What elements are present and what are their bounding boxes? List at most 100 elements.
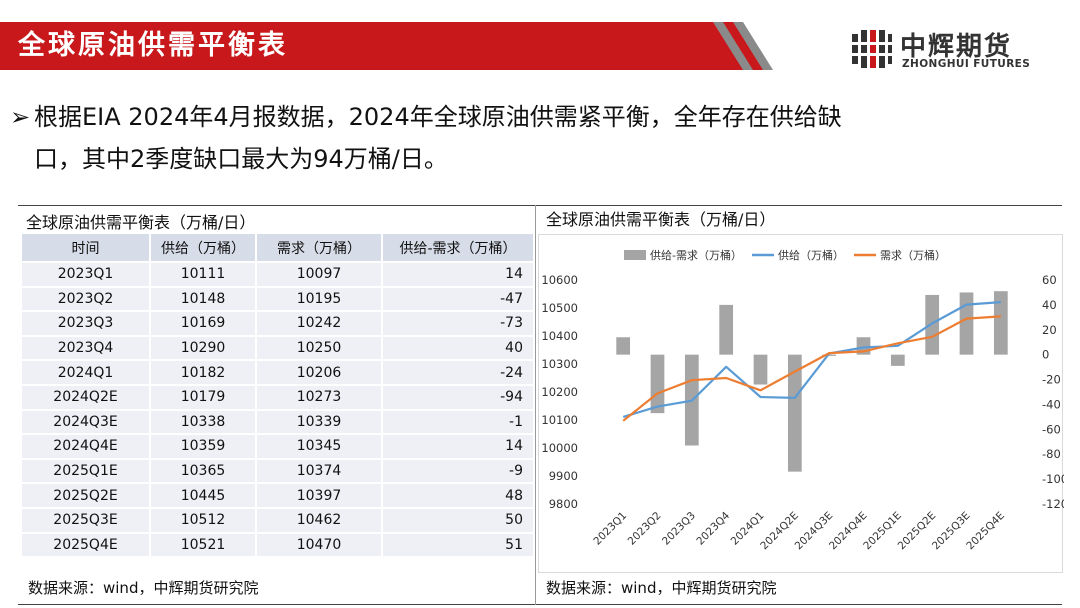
y-left-tick-label: 9800 [549, 497, 578, 511]
y-right-tick-label: -40 [1042, 397, 1061, 411]
y-right-tick-label: 60 [1042, 273, 1057, 287]
logo-mark-icon [852, 30, 892, 68]
cell-period: 2025Q3E [22, 507, 151, 534]
balance-bar [753, 354, 768, 385]
table-row: 2023Q2 10148 10195 -47 [22, 286, 535, 313]
company-logo: 中辉期货 ZHONGHUI FUTURES [852, 26, 1052, 72]
table-row: 2023Q3 10169 10242 -73 [22, 311, 535, 337]
summary-line-2: 口，其中2季度缺口最大为94万桶/日。 [34, 145, 448, 173]
balance-bar [959, 292, 974, 355]
cell-period: 2023Q1 [22, 262, 151, 288]
panel-divider [535, 205, 536, 605]
cell-supply: 10179 [150, 384, 257, 411]
table-row: 2023Q4 10290 10250 40 [22, 335, 535, 362]
y-left-tick-label: 10300 [541, 357, 578, 371]
cell-demand: 10374 [256, 458, 383, 485]
x-tick-label: 2023Q4 [694, 509, 732, 547]
header-supply: 供给（万桶） [150, 234, 257, 263]
cell-balance: -47 [382, 286, 535, 313]
cell-balance: 50 [382, 507, 535, 534]
cell-supply: 10290 [150, 335, 257, 362]
cell-period: 2024Q3E [22, 409, 151, 436]
x-tick-label: 2023Q2 [626, 510, 664, 548]
table-row: 2025Q3E 10512 10462 50 [22, 507, 535, 534]
cell-demand: 10242 [256, 311, 383, 337]
cell-supply: 10338 [150, 409, 257, 436]
table-row: 2025Q2E 10445 10397 48 [22, 483, 535, 509]
cell-demand: 10339 [256, 409, 383, 436]
cell-supply: 10445 [150, 483, 257, 509]
header-demand: 需求（万桶） [256, 234, 383, 263]
cell-period: 2025Q2E [22, 483, 151, 509]
cell-period: 2024Q1 [22, 360, 151, 386]
x-tick-label: 2023Q3 [660, 510, 698, 548]
balance-bar [890, 354, 905, 366]
x-tick-label: 2023Q1 [591, 510, 629, 548]
supply-demand-table: 时间 供给（万桶） 需求（万桶） 供给-需求（万桶） 2023Q1 10111 10… [22, 234, 535, 559]
y-right-tick-label: -100 [1042, 472, 1064, 486]
balance-bar [925, 294, 940, 355]
chart-container: 9800 9900 10000 10100 10200 10300 10400 10500 10… [538, 234, 1068, 574]
y-right-tick-label: 0 [1042, 348, 1049, 362]
cell-period: 2025Q1E [22, 458, 151, 485]
cell-balance: 40 [382, 335, 535, 362]
y-left-tick-label: 9900 [549, 469, 578, 483]
panel-top-rule [18, 205, 1062, 206]
cell-supply: 10365 [150, 458, 257, 485]
cell-demand: 10345 [256, 434, 383, 460]
cell-balance: 14 [382, 262, 535, 288]
demand-line [622, 315, 1001, 422]
table-row: 2025Q4E 10521 10470 51 [22, 532, 535, 559]
balance-bar [719, 304, 734, 355]
cell-demand: 10273 [256, 384, 383, 411]
cell-balance: -94 [382, 384, 535, 411]
y-right-tick-label: 20 [1042, 323, 1057, 337]
legend-swatch-bar [624, 250, 646, 260]
y-left-tick-label: 10100 [541, 413, 578, 427]
page-title: 全球原油供需平衡表 [18, 30, 288, 61]
y-left-tick-label: 10200 [541, 385, 578, 399]
cell-balance: -73 [382, 311, 535, 337]
cell-demand: 10195 [256, 286, 383, 313]
cell-period: 2023Q3 [22, 311, 151, 337]
header-banner [0, 22, 770, 70]
logo-text-cn: 中辉期货 [900, 32, 1013, 62]
summary-bullet: ➢ 根据EIA 2024年4月报数据，2024年全球原油供需紧平衡，全年存在供给缺… [10, 96, 1072, 180]
cell-balance: 14 [382, 434, 535, 460]
balance-bar [616, 337, 631, 355]
cell-period: 2024Q2E [22, 384, 151, 411]
cell-supply: 10111 [150, 262, 257, 288]
y-right-tick-label: -120 [1042, 497, 1064, 511]
y-left-tick-label: 10600 [541, 273, 578, 287]
cell-balance: 51 [382, 532, 535, 559]
cell-period: 2023Q4 [22, 335, 151, 362]
table-header-row: 时间 供给（万桶） 需求（万桶） 供给-需求（万桶） [22, 234, 535, 263]
y-left-tick-label: 10500 [541, 301, 578, 315]
chart-title: 全球原油供需平衡表（万桶/日） [546, 210, 776, 229]
y-left-tick-label: 10400 [541, 329, 578, 343]
cell-demand: 10462 [256, 507, 383, 534]
y-left-tick-label: 10000 [541, 441, 578, 455]
logo-text-en: ZHONGHUI FUTURES [902, 58, 1031, 70]
table-title: 全球原油供需平衡表（万桶/日） [26, 213, 256, 232]
cell-demand: 10206 [256, 360, 383, 386]
cell-supply: 10182 [150, 360, 257, 386]
header-period: 时间 [22, 234, 151, 263]
cell-demand: 10250 [256, 335, 383, 362]
cell-supply: 10521 [150, 532, 257, 559]
bullet-arrow-icon: ➢ [10, 103, 31, 131]
cell-supply: 10359 [150, 434, 257, 460]
y-right-tick-label: -80 [1042, 447, 1061, 461]
table-row: 2024Q4E 10359 10345 14 [22, 434, 535, 460]
cell-balance: -9 [382, 458, 535, 485]
table-row: 2025Q1E 10365 10374 -9 [22, 458, 535, 485]
cell-demand: 10470 [256, 532, 383, 559]
table-row: 2024Q2E 10179 10273 -94 [22, 384, 535, 411]
table-row: 2024Q3E 10338 10339 -1 [22, 409, 535, 436]
balance-chart: 9800 9900 10000 10100 10200 10300 10400 10500 10… [538, 234, 1068, 573]
x-tick-label: 2025Q4E [964, 510, 1007, 553]
cell-supply: 10148 [150, 286, 257, 313]
legend-label: 供给（万桶） [778, 248, 844, 262]
cell-supply: 10169 [150, 311, 257, 337]
legend-label: 需求（万桶） [880, 248, 946, 262]
